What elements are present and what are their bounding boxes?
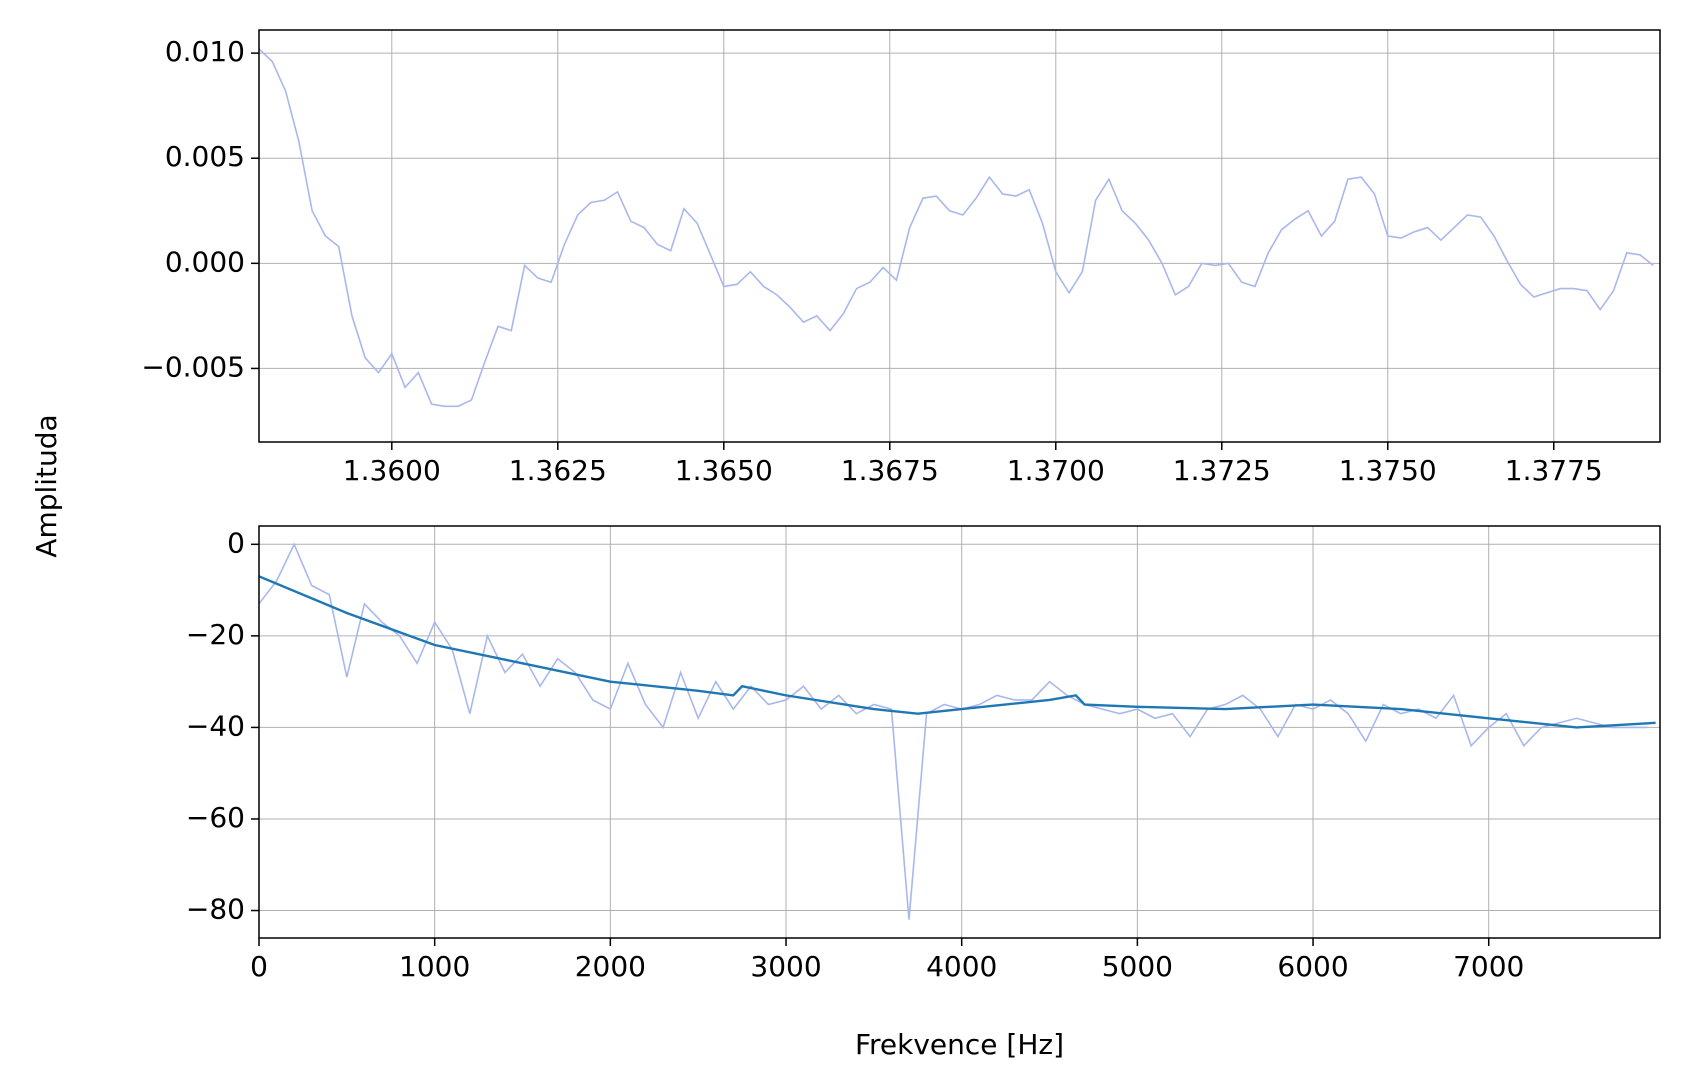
y-tick-label: 0 xyxy=(227,526,245,559)
y-tick-label: 0.010 xyxy=(165,35,245,68)
line-series xyxy=(259,542,1647,920)
x-tick-label: 1.3750 xyxy=(1339,454,1437,487)
y-tick-label: −80 xyxy=(186,893,245,926)
x-tick-label: 1.3700 xyxy=(1007,454,1105,487)
y-tick-label: −0.005 xyxy=(141,350,245,383)
y-tick-label: −40 xyxy=(186,709,245,742)
line-series xyxy=(259,48,1654,408)
axes-frame xyxy=(258,525,1661,939)
x-tick-label: 2000 xyxy=(575,950,646,983)
x-tick-label: 1.3725 xyxy=(1173,454,1271,487)
axes-frame xyxy=(258,29,1661,443)
x-tick-label: 1.3675 xyxy=(841,454,939,487)
y-tick-label: −20 xyxy=(186,618,245,651)
x-tick-label: 3000 xyxy=(750,950,821,983)
y-tick-label: 0.000 xyxy=(165,245,245,278)
x-tick-label: 1000 xyxy=(399,950,470,983)
x-tick-label: 1.3600 xyxy=(343,454,441,487)
x-tick-label: 5000 xyxy=(1102,950,1173,983)
x-tick-label: 7000 xyxy=(1453,950,1524,983)
x-tick-label: 1.3625 xyxy=(509,454,607,487)
x-tick-label: 0 xyxy=(250,950,268,983)
x-tick-label: 1.3775 xyxy=(1505,454,1603,487)
x-tick-label: 1.3650 xyxy=(675,454,773,487)
x-tick-label: 6000 xyxy=(1277,950,1348,983)
line-series xyxy=(259,575,1656,729)
y-tick-label: −60 xyxy=(186,801,245,834)
y-tick-label: 0.005 xyxy=(165,140,245,173)
y-axis-label: Amplituda xyxy=(30,414,63,557)
x-tick-label: 4000 xyxy=(926,950,997,983)
x-axis-label: Frekvence [Hz] xyxy=(855,1028,1064,1061)
